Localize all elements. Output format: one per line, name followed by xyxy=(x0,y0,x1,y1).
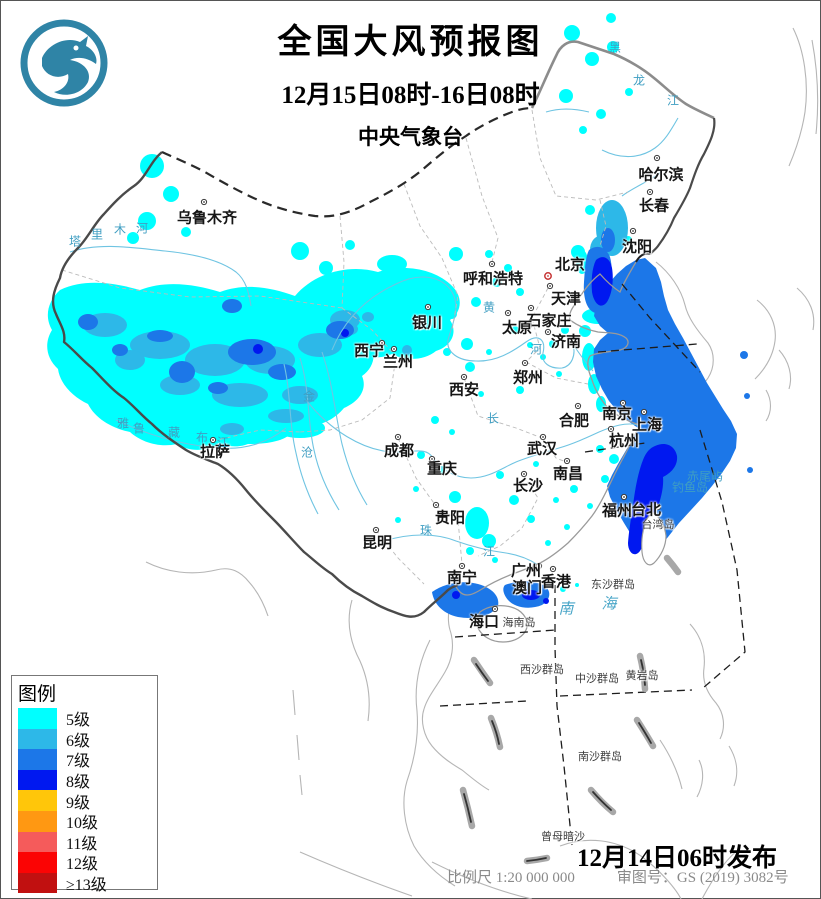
city-marker-dot xyxy=(435,504,437,506)
issue-time: 12月14日06时发布 xyxy=(576,845,777,872)
legend-item: 11级 xyxy=(12,831,157,853)
city-marker-dot xyxy=(397,436,399,438)
legend-title: 图例 xyxy=(18,684,57,705)
city-marker-dot xyxy=(547,331,549,333)
city-marker-dot xyxy=(656,157,658,159)
legend-label: 11级 xyxy=(66,835,98,853)
legend-label: ≥13级 xyxy=(66,877,107,895)
legend-swatch xyxy=(18,708,57,729)
wind-area-level5 xyxy=(47,13,645,592)
legend-label: 7级 xyxy=(66,753,91,771)
legend-swatch xyxy=(18,831,57,853)
national-boundary xyxy=(51,40,716,618)
legend-label: 6级 xyxy=(66,732,91,750)
legend-item: 9级 xyxy=(12,790,157,812)
city-marker-dot xyxy=(623,496,625,498)
legend-item: 5级 xyxy=(12,708,157,729)
legend-item: 8级 xyxy=(12,769,157,792)
city-marker-dot xyxy=(549,285,551,287)
city-marker-dot xyxy=(632,230,634,232)
nine-dash-line xyxy=(459,554,682,865)
legend-item: 10级 xyxy=(12,810,157,833)
city-marker-dot xyxy=(542,436,544,438)
city-marker-dot xyxy=(566,460,568,462)
scale-and-mapno: 比例尺 1:20 000 000 审图号：GS (2019) 3082号 xyxy=(447,866,821,887)
city-marker-dot xyxy=(524,362,526,364)
legend-item: 12级 xyxy=(12,852,157,873)
wind-area-level8 xyxy=(253,257,678,604)
city-marker-dot xyxy=(547,275,549,277)
city-marker-dot xyxy=(523,473,525,475)
city-marker-dot xyxy=(212,439,214,441)
map-approval-number: 审图号：GS (2019) 3082号 xyxy=(616,870,789,886)
city-marker-dot xyxy=(657,506,659,508)
legend-box: 图例 5级 6级 7级 8级 9级 10级 11级 12级 ≥13级 xyxy=(11,675,158,895)
legend-swatch xyxy=(18,769,57,791)
legend-label: 10级 xyxy=(66,815,99,833)
cma-dragon-logo xyxy=(20,19,108,107)
city-marker-dot xyxy=(461,565,463,567)
city-marker-dot xyxy=(427,306,429,308)
legend-label: 12级 xyxy=(66,856,99,874)
foreign-coastlines xyxy=(145,27,819,899)
legend-label: 5级 xyxy=(66,712,91,730)
city-marker-dot xyxy=(577,405,579,407)
city-marker-dot xyxy=(507,312,509,314)
city-marker-dot xyxy=(530,307,532,309)
legend-swatch xyxy=(18,749,57,770)
city-marker-dot xyxy=(552,568,554,570)
city-marker-dot xyxy=(393,348,395,350)
map-scale: 比例尺 1:20 000 000 xyxy=(447,870,575,886)
legend-label: 9级 xyxy=(66,794,91,812)
city-marker-dot xyxy=(203,201,205,203)
legend-swatch xyxy=(18,852,57,873)
legend-swatch xyxy=(18,810,57,832)
city-marker-dot xyxy=(381,342,383,344)
city-marker-dot xyxy=(643,411,645,413)
taiwan-island xyxy=(641,512,667,566)
coastline xyxy=(454,261,641,643)
legend-item: 6级 xyxy=(12,728,157,750)
legend-rows: 5级 6级 7级 8级 9级 10级 11级 12级 ≥13级 xyxy=(12,708,157,895)
legend-label: 8级 xyxy=(66,774,91,792)
rivers xyxy=(69,108,679,566)
city-marker-dot xyxy=(491,263,493,265)
city-marker-dot xyxy=(622,402,624,404)
city-marker-dot xyxy=(649,191,651,193)
province-boundaries xyxy=(61,109,629,585)
city-marker-dot xyxy=(431,458,433,460)
legend-item: ≥13级 xyxy=(12,872,157,895)
legend-swatch xyxy=(18,728,57,750)
city-markers xyxy=(200,154,662,613)
city-marker-dot xyxy=(375,529,377,531)
legend-item: 7级 xyxy=(12,749,157,770)
city-marker-dot xyxy=(538,565,540,567)
city-marker-dot xyxy=(610,428,612,430)
city-marker-dot xyxy=(494,608,496,610)
legend-swatch xyxy=(18,790,57,811)
city-marker-dot xyxy=(463,376,465,378)
legend-swatch xyxy=(18,872,57,894)
maritime-dashed-lines xyxy=(439,283,746,846)
